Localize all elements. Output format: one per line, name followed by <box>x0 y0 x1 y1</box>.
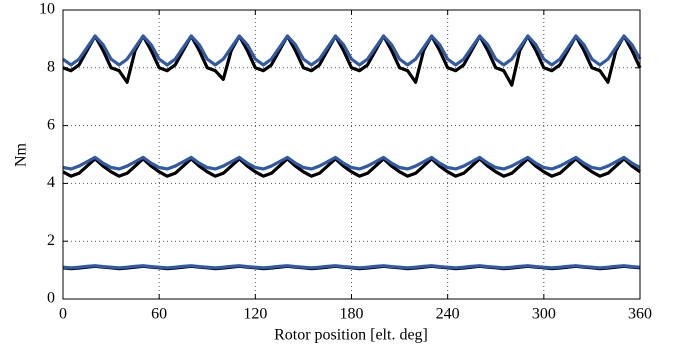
y-tick-label: 6 <box>47 116 55 133</box>
y-tick-label: 8 <box>47 58 55 75</box>
x-axis-label: Rotor position [elt. deg] <box>274 327 428 344</box>
plot-frame <box>62 9 641 300</box>
y-tick-label: 0 <box>47 290 55 307</box>
x-tick-label: 240 <box>436 306 460 323</box>
y-tick-label: 4 <box>47 174 55 191</box>
y-tick-label: 10 <box>39 1 55 18</box>
y-tick-label: 2 <box>47 232 55 249</box>
x-tick-label: 120 <box>243 306 267 323</box>
x-tick-label: 300 <box>532 306 556 323</box>
series-line <box>62 264 641 270</box>
x-tick-label: 360 <box>628 306 652 323</box>
x-tick-label: 60 <box>151 306 167 323</box>
series-line <box>62 155 641 171</box>
x-tick-label: 0 <box>59 306 67 323</box>
series-line <box>62 34 642 87</box>
series-line <box>62 34 642 67</box>
x-tick-label: 180 <box>340 306 364 323</box>
y-axis-label: Nm <box>13 142 30 167</box>
series-line <box>62 157 641 178</box>
